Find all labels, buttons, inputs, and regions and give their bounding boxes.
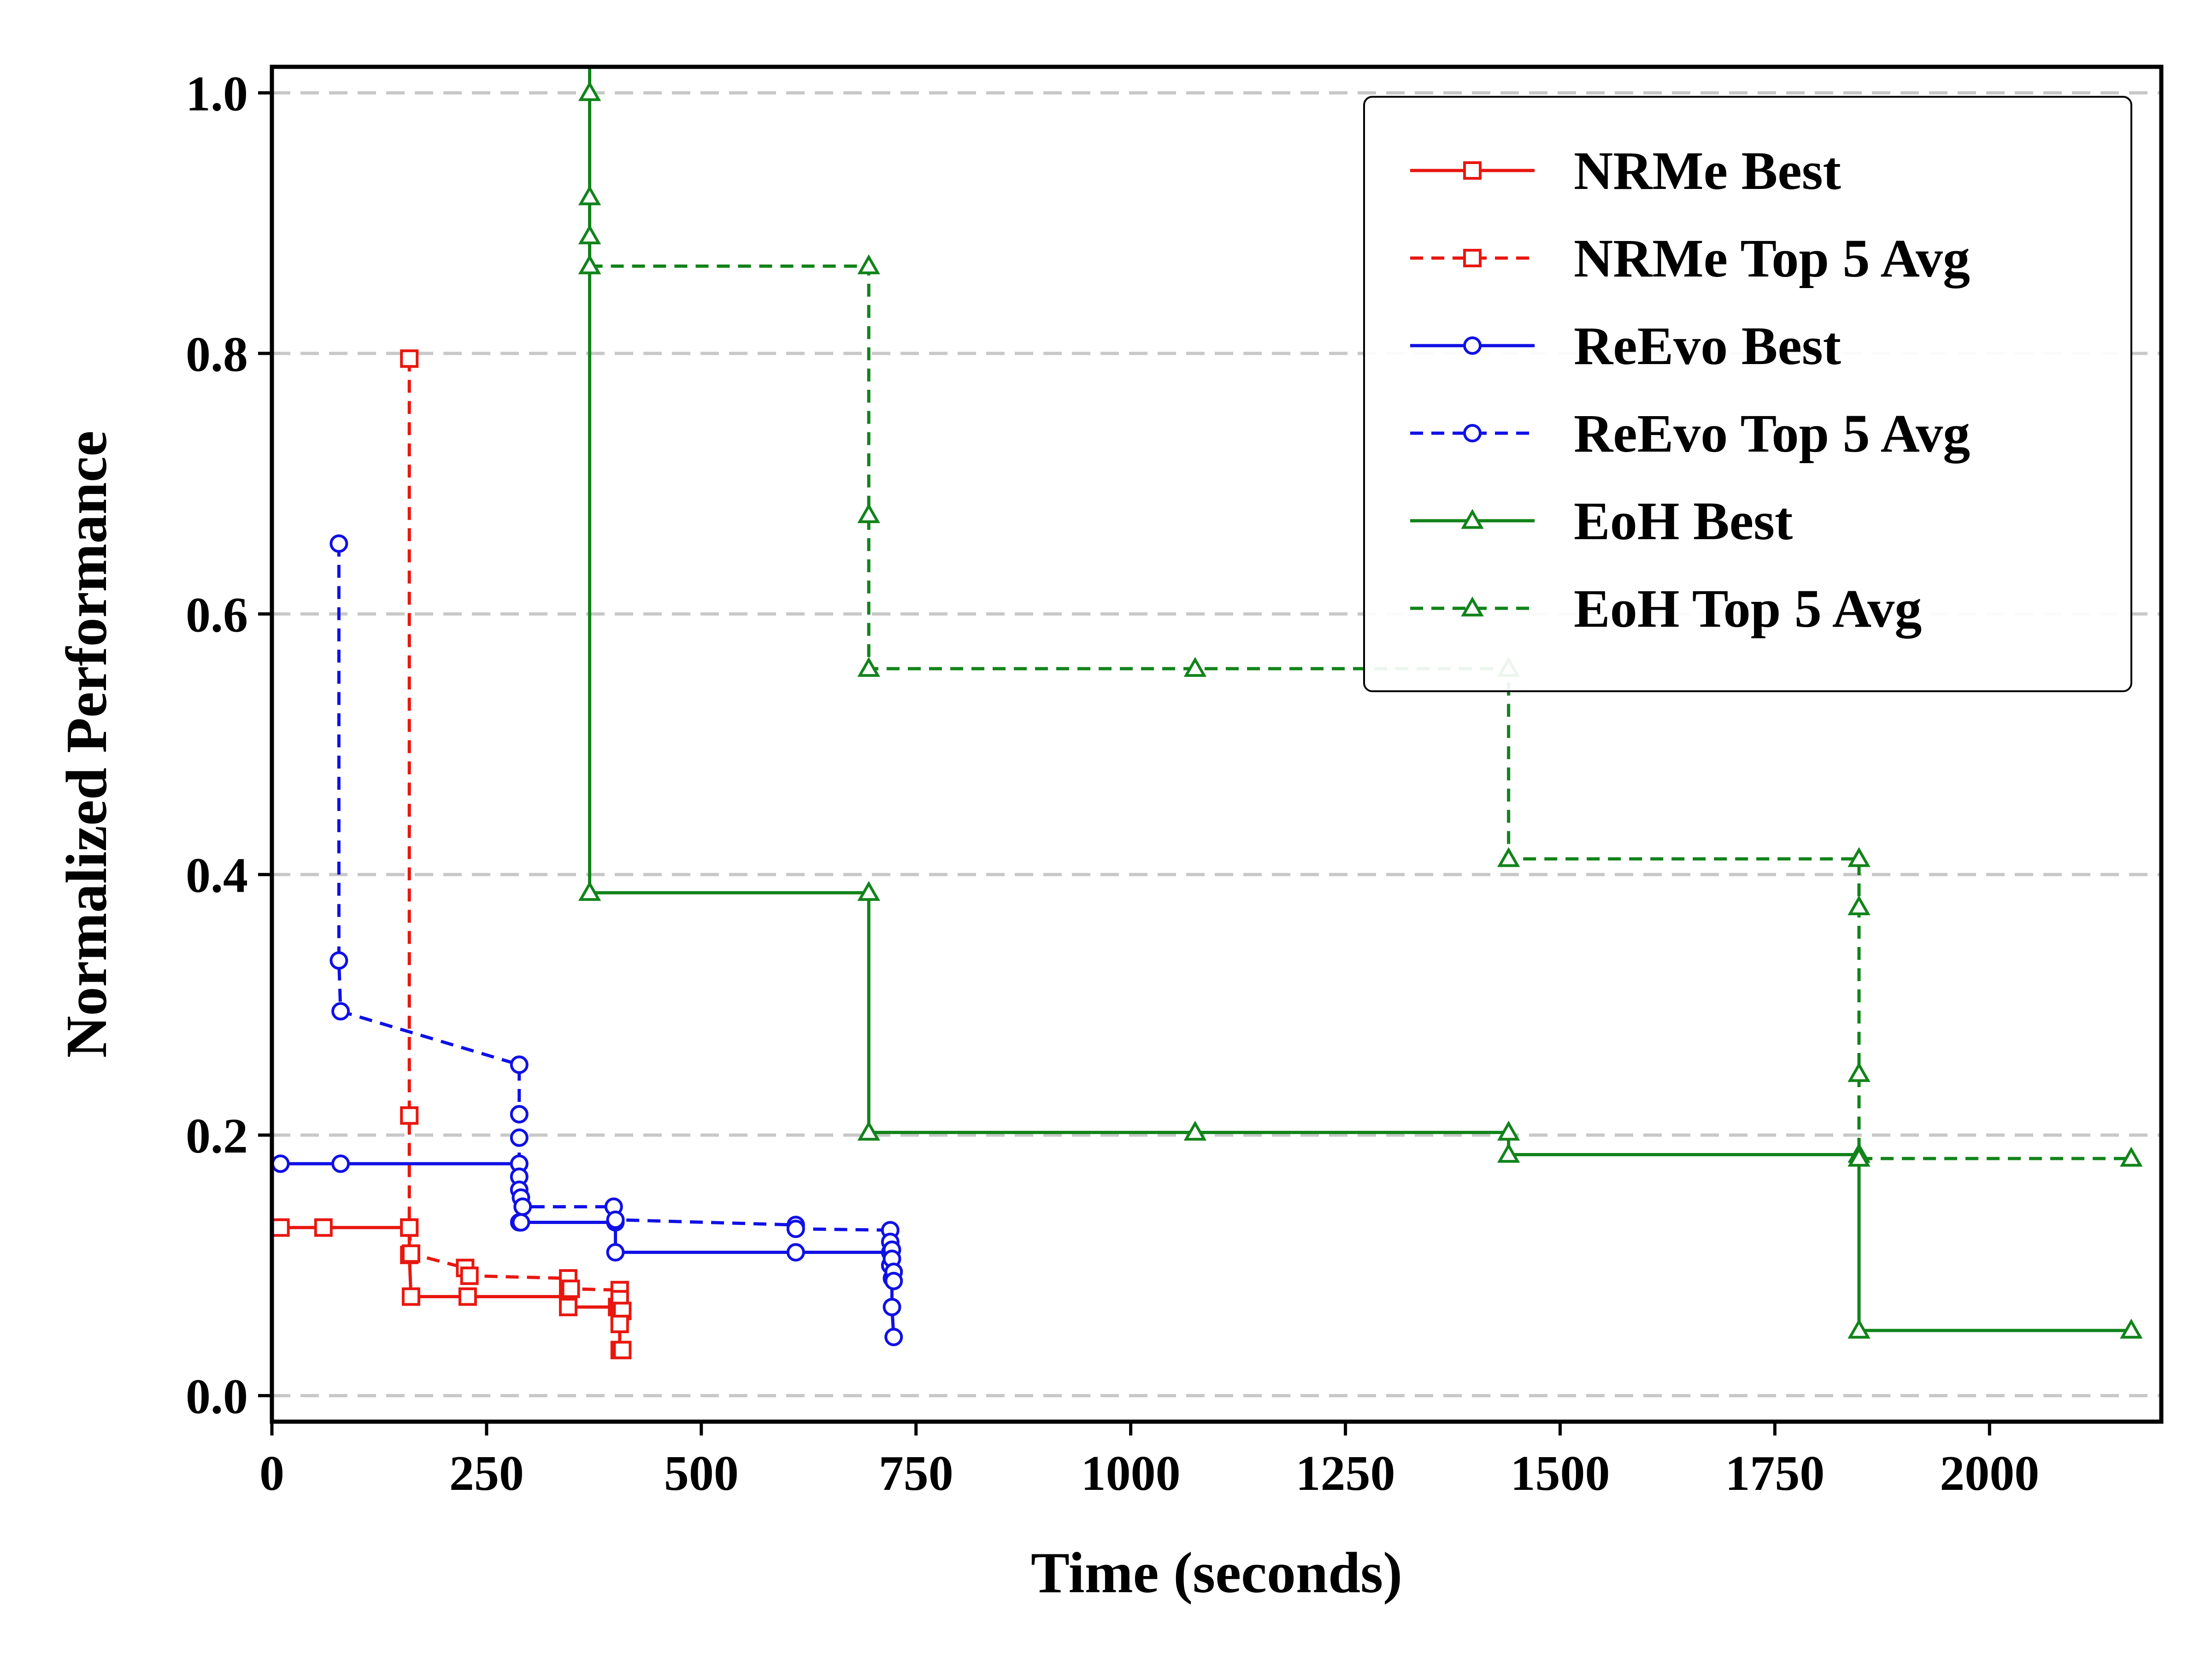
legend-label-5: EoH Top 5 Avg [1574,578,1922,639]
legend-label-4: EoH Best [1574,491,1793,551]
x-tick-label: 1500 [1510,1446,1610,1501]
data-point-0 [613,1341,632,1359]
data-point-3 [786,1219,805,1238]
data-point-3 [884,1271,903,1290]
legend-marker-2 [1463,336,1482,355]
data-point-0 [559,1298,577,1317]
data-point-4 [578,224,601,245]
data-point-4 [1847,1318,1871,1339]
legend-marker-4 [1461,509,1484,529]
data-point-2 [512,1213,530,1232]
data-point-3 [513,1197,532,1216]
y-tick-label: 0.4 [186,848,248,903]
data-point-1 [610,1314,629,1333]
legend-box [1363,96,2132,692]
legend-marker-1 [1463,249,1482,267]
legend-label-0: NRMe Best [1574,141,1841,201]
y-axis: 0.0 0.2 0.4 0.6 0.8 1.0 [186,67,272,1424]
legend-label-2: ReEvo Best [1574,316,1841,376]
data-point-5 [857,657,880,677]
x-axis: 0 250 500 750 1000 1250 1500 1750 2000 [259,1422,2039,1501]
data-point-4 [578,881,601,901]
legend-marker-3 [1463,424,1482,442]
marker-layer [271,81,2143,1359]
series-line-3 [337,543,895,1281]
data-point-3 [510,1055,529,1074]
data-point-3 [331,1002,350,1021]
x-tick-label: 250 [449,1446,524,1501]
data-point-1 [460,1266,479,1285]
y-tick-label: 1.0 [186,67,248,122]
x-tick-label: 1250 [1296,1446,1395,1501]
legend-label-3: ReEvo Top 5 Avg [1574,403,1970,464]
data-point-5 [2120,1147,2143,1167]
x-tick-label: 2000 [1940,1446,2039,1501]
data-point-2 [271,1154,290,1173]
data-point-3 [510,1128,529,1147]
data-point-5 [1183,657,1207,677]
y-axis-title: Normalized Performance [55,431,119,1058]
x-tick-label: 750 [879,1446,953,1501]
data-point-2 [331,1154,350,1173]
x-tick-label: 1000 [1081,1446,1181,1501]
x-tick-label: 1750 [1725,1446,1824,1501]
data-point-2 [884,1328,903,1347]
y-tick-label: 0.6 [186,588,248,642]
data-point-4 [2120,1318,2143,1339]
data-point-5 [1847,895,1871,916]
legend-marker-0 [1463,161,1482,180]
legend-label-1: NRMe Top 5 Avg [1574,228,1970,288]
data-point-3 [329,534,348,553]
data-point-0 [458,1287,477,1306]
data-point-2 [882,1298,901,1317]
data-point-1 [561,1279,580,1298]
legend-marker-5 [1461,596,1484,617]
data-point-2 [606,1243,625,1262]
data-point-4 [578,81,601,101]
y-tick-label: 0.0 [186,1369,248,1424]
data-point-4 [857,1120,880,1141]
data-point-5 [1847,1062,1871,1082]
data-point-5 [857,503,880,524]
data-point-2 [786,1243,805,1262]
data-point-1 [400,1218,419,1237]
data-point-4 [1183,1120,1207,1141]
data-point-0 [314,1218,333,1237]
data-point-1 [401,1244,420,1263]
data-point-0 [271,1218,290,1237]
data-point-1 [400,1106,419,1125]
data-point-4 [857,881,880,901]
data-point-3 [606,1210,625,1229]
legend: NRMe Best NRMe Top 5 Avg ReEvo Best ReEvo T… [1363,96,2132,692]
data-point-5 [857,254,880,275]
y-tick-label: 0.2 [186,1109,248,1164]
plot-frame [270,65,2164,1424]
data-point-0 [401,1287,420,1306]
y-tick-label: 0.8 [186,327,248,382]
data-point-3 [329,951,348,970]
data-point-5 [578,254,601,275]
data-point-1 [400,349,419,368]
data-point-3 [510,1105,529,1124]
x-tick-label: 0 [259,1446,284,1501]
x-axis-title: Time (seconds) [1031,1541,1402,1605]
data-point-5 [1497,847,1520,867]
x-tick-label: 500 [664,1446,739,1501]
data-point-5 [1847,847,1871,867]
data-point-5 [1847,1147,1871,1167]
data-point-4 [578,185,601,206]
data-point-4 [1497,1120,1520,1141]
data-point-4 [1497,1142,1520,1163]
